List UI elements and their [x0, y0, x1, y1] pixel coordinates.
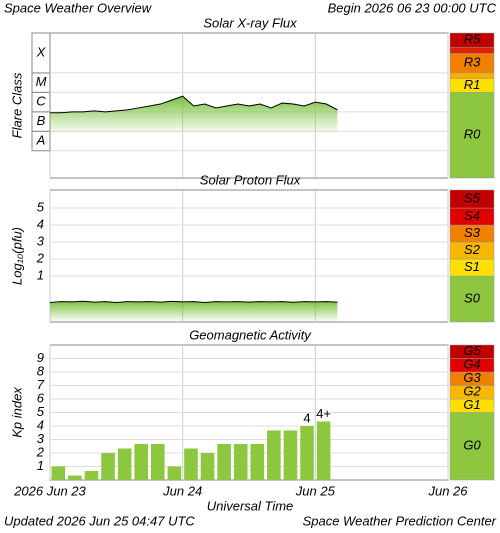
scale-label: R1 [464, 77, 481, 92]
bar [316, 421, 331, 480]
scale-level [449, 92, 495, 179]
panel-title: Solar X-ray Flux [203, 15, 297, 30]
scale-label: G2 [463, 384, 481, 399]
scale-label: G4 [463, 357, 480, 372]
bar [151, 443, 165, 480]
bar [233, 443, 248, 480]
x-tick-label: Jun 26 [427, 483, 468, 498]
y-tick-label: 8 [37, 363, 45, 378]
scale-level [449, 344, 495, 359]
scale-level [449, 47, 495, 54]
class-label: B [37, 113, 46, 128]
y-tick-label: 5 [37, 199, 45, 214]
scale-label: G5 [463, 343, 481, 358]
scale-label: R3 [464, 55, 481, 70]
scale-level [449, 275, 495, 323]
bar [117, 448, 132, 480]
y-tick-label: 4 [37, 216, 44, 231]
y-tick-label: 3 [37, 233, 45, 248]
scale-label: R5 [464, 32, 481, 47]
scale-label: G3 [463, 370, 481, 385]
bar [250, 443, 265, 480]
scale-label: S0 [464, 290, 481, 305]
value-label: 4+ [316, 406, 331, 421]
scale-level [449, 412, 495, 481]
bar [134, 443, 148, 480]
x-tick-label: Jun 25 [295, 483, 336, 498]
scale-label: S4 [464, 208, 480, 223]
scale-label: S1 [464, 259, 480, 274]
x-tick-label: Jun 24 [162, 483, 202, 498]
plot-area [49, 189, 449, 323]
scale-label: S5 [464, 190, 481, 205]
credit: Space Weather Prediction Center [303, 513, 497, 528]
bar [68, 475, 82, 480]
area [50, 96, 338, 135]
class-label: X [36, 44, 47, 59]
scale-level [449, 72, 495, 79]
y-tick-label: 2 [36, 250, 45, 265]
y-tick-label: 4 [37, 417, 44, 432]
bar [51, 466, 66, 480]
scale-label: S2 [464, 242, 481, 257]
bar [300, 426, 314, 480]
scale-label: G1 [463, 397, 480, 412]
panel-title: Solar Proton Flux [200, 172, 301, 187]
bar [217, 443, 231, 480]
bar [101, 453, 115, 480]
scale-level [449, 32, 495, 48]
bar [167, 466, 182, 480]
x-tick-label: 2026 Jun 23 [13, 483, 86, 498]
y-axis-label: Flare Class [9, 72, 24, 138]
line [50, 95, 338, 114]
class-label: C [36, 94, 46, 109]
bar [283, 430, 298, 480]
updated-time: Updated 2026 Jun 25 04:47 UTC [4, 513, 195, 528]
y-tick-label: 2 [36, 444, 45, 459]
class-label: A [36, 132, 46, 147]
bar [200, 453, 215, 480]
bar [184, 448, 198, 480]
class-box [31, 32, 51, 74]
bar [267, 430, 281, 480]
y-tick-label: 6 [37, 390, 45, 405]
value-label: 4 [303, 410, 310, 425]
scale-label: G0 [463, 438, 481, 453]
y-tick-label: 5 [37, 404, 45, 419]
scale-label: S3 [464, 225, 481, 240]
begin-time: Begin 2026 06 23 00:00 UTC [328, 0, 497, 15]
y-axis-label: Log₁₀(pfu) [9, 227, 24, 285]
bar [84, 470, 99, 480]
y-tick-label: 7 [37, 377, 45, 392]
y-tick-label: 9 [37, 350, 44, 365]
y-tick-label: 1 [37, 458, 44, 473]
area [50, 301, 338, 322]
y-tick-label: 3 [37, 431, 45, 446]
y-tick-label: 1 [37, 268, 44, 283]
class-label: M [36, 74, 47, 89]
x-axis-label: Universal Time [207, 498, 294, 513]
scale-level [449, 189, 495, 209]
y-axis-label: Kp index [9, 387, 24, 438]
panel-title: Geomagnetic Activity [189, 327, 312, 342]
scale-label: R0 [464, 127, 481, 142]
line [49, 300, 338, 303]
page-title: Space Weather Overview [4, 0, 153, 15]
